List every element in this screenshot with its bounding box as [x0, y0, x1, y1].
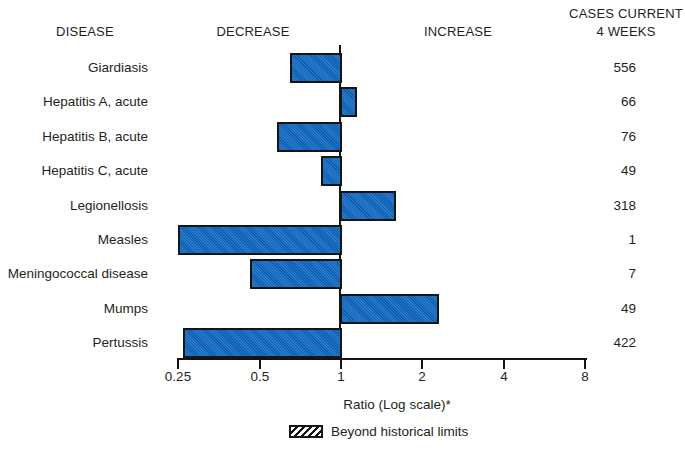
- cases-value: 556: [560, 60, 636, 75]
- legend-label: Beyond historical limits: [331, 424, 468, 439]
- cases-value: 7: [560, 266, 636, 281]
- disease-bar: [183, 328, 342, 358]
- disease-label: Mumps: [0, 301, 148, 316]
- disease-bar: [340, 294, 439, 324]
- disease-label: Measles: [0, 232, 148, 247]
- disease-bar: [340, 87, 357, 117]
- disease-label: Hepatitis A, acute: [0, 94, 148, 109]
- axis-tick: [584, 358, 586, 369]
- axis-tick-label: 0.25: [156, 369, 200, 384]
- notifiable-diseases-chart: DISEASE DECREASE INCREASE CASES CURRENT …: [0, 0, 685, 451]
- column-header-disease: DISEASE: [25, 24, 145, 39]
- cases-value: 422: [560, 335, 636, 350]
- column-header-cases-line1: CASES CURRENT: [561, 6, 685, 21]
- axis-tick: [259, 358, 261, 369]
- cases-value: 66: [560, 94, 636, 109]
- axis-tick-label: 1: [319, 369, 363, 384]
- axis-tick-label: 4: [482, 369, 526, 384]
- column-header-increase: INCREASE: [398, 24, 518, 39]
- x-axis-line: [177, 358, 587, 360]
- axis-tick-label: 0.5: [238, 369, 282, 384]
- cases-value: 1: [560, 232, 636, 247]
- axis-tick-label: 2: [400, 369, 444, 384]
- legend: Beyond historical limits: [289, 424, 468, 439]
- column-header-decrease: DECREASE: [193, 24, 313, 39]
- cases-value: 318: [560, 198, 636, 213]
- disease-bar: [340, 191, 396, 221]
- cases-value: 49: [560, 163, 636, 178]
- cases-value: 49: [560, 301, 636, 316]
- axis-tick: [421, 358, 423, 369]
- disease-label: Legionellosis: [0, 198, 148, 213]
- cases-value: 76: [560, 129, 636, 144]
- x-axis-title: Ratio (Log scale)*: [282, 397, 512, 412]
- disease-bar: [250, 259, 342, 289]
- axis-tick: [340, 358, 342, 369]
- disease-label: Hepatitis B, acute: [0, 129, 148, 144]
- disease-bar: [321, 156, 342, 186]
- disease-bar: [178, 225, 342, 255]
- disease-label: Giardiasis: [0, 60, 148, 75]
- disease-label: Hepatitis C, acute: [0, 163, 148, 178]
- disease-label: Pertussis: [0, 335, 148, 350]
- disease-bar: [277, 122, 342, 152]
- hatched-swatch-icon: [289, 425, 323, 438]
- disease-label: Meningococcal disease: [0, 266, 148, 281]
- axis-tick: [503, 358, 505, 369]
- column-header-cases-line2: 4 WEEKS: [561, 24, 685, 39]
- disease-bar: [290, 53, 342, 83]
- axis-tick: [177, 358, 179, 369]
- axis-tick-label: 8: [563, 369, 607, 384]
